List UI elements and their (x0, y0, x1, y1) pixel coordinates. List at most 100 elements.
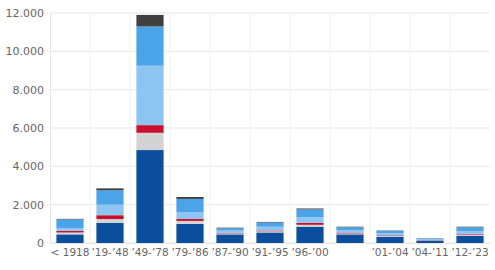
bar-segment (416, 238, 443, 240)
series (56, 26, 483, 239)
bar-segment (256, 227, 283, 231)
tick: 10.000 (6, 45, 51, 58)
tick-label: 0 (37, 237, 44, 250)
bar-segment (256, 221, 283, 223)
bar-segment (56, 234, 83, 243)
grid-line (210, 13, 211, 243)
grid-line (50, 13, 490, 14)
bar-segment (296, 225, 323, 227)
tick: ’87-’90 (211, 243, 248, 258)
tick: 4.000 (13, 160, 51, 173)
tick: < 1918 (51, 243, 90, 258)
bar-segment (216, 231, 243, 233)
tick: ’12-’23 (451, 243, 488, 258)
grid-line (450, 13, 451, 243)
bar-segment (416, 240, 443, 241)
axis-line (50, 14, 51, 244)
bar-segment (96, 205, 123, 216)
grid-line (90, 13, 91, 243)
bar-segment (96, 223, 123, 243)
bar-segment (96, 215, 123, 219)
tick-label: 6.000 (13, 122, 45, 135)
bar-segment (416, 239, 443, 240)
bar-segment (256, 231, 283, 232)
grid (50, 13, 490, 243)
tick: ’91-’95 (251, 243, 288, 258)
tick-label: 2.000 (13, 199, 45, 212)
bar-segment (176, 199, 203, 212)
grid-line (50, 89, 490, 90)
tick-label: 12.000 (6, 7, 45, 20)
grid-line (50, 166, 490, 167)
bar-segment (336, 227, 363, 230)
grid-line (290, 13, 291, 243)
bar-segment (56, 228, 83, 231)
bar-segment (216, 227, 243, 229)
bar-segment (456, 236, 483, 243)
bar-segment (56, 218, 83, 220)
bar-segment (376, 231, 403, 233)
tick: ’19-’48 (91, 243, 128, 258)
bar-segment (136, 133, 163, 150)
tick-label: 8.000 (13, 84, 45, 97)
bar-segment (296, 223, 323, 225)
bar-segment (176, 197, 203, 199)
bar-segment (336, 234, 363, 243)
series (56, 125, 483, 240)
bar-segment (96, 219, 123, 223)
tick: 12.000 (6, 7, 51, 20)
grid-line (410, 13, 411, 243)
bar-segment (256, 232, 283, 243)
tick-label: ’87-’90 (211, 246, 248, 258)
tick-label: ’12-’23 (451, 246, 488, 258)
bar-segment (296, 208, 323, 210)
tick-label: ’04-’11 (411, 246, 448, 258)
grid-line (170, 13, 171, 243)
tick: ’49-’78 (131, 243, 168, 258)
grid-line (50, 128, 490, 129)
tick-label: ’79-’86 (171, 246, 209, 258)
tick: 2.000 (13, 199, 51, 212)
bar-segment (216, 233, 243, 235)
bar-segment (456, 235, 483, 236)
grid-line (330, 13, 331, 243)
tick: ’04-’11 (411, 243, 448, 258)
tick-label: ’96-’00 (291, 246, 328, 258)
bar-segment (136, 26, 163, 65)
bar-segment (456, 226, 483, 228)
bar-segment (56, 219, 83, 228)
bar-segment (256, 222, 283, 226)
bar-segment (56, 232, 83, 234)
grid-line (250, 13, 251, 243)
bar-segment (216, 234, 243, 243)
grid-line (50, 51, 490, 52)
bar-segment (456, 231, 483, 234)
bar-segment (296, 217, 323, 223)
y-axis: 0 2.000 4.000 6.000 8.000 10.000 12.000 (6, 7, 51, 250)
tick: 6.000 (13, 122, 51, 135)
tick-label: ’49-’78 (131, 246, 168, 258)
tick: ’79-’86 (171, 243, 209, 258)
bar-segment (136, 125, 163, 133)
bar-segment (416, 241, 443, 243)
bar-segment (296, 227, 323, 243)
bar-segment (416, 239, 443, 241)
bar-segment (416, 238, 443, 239)
tick: 0 (37, 237, 50, 250)
bar-segment (376, 233, 403, 235)
axis-line (51, 243, 491, 244)
bars (56, 15, 483, 243)
bar-segment (176, 221, 203, 224)
series (56, 66, 483, 240)
bar-segment (456, 227, 483, 231)
bar-segment (336, 230, 363, 232)
x-axis: < 1918’19-’48’49-’78’79-’86’87-’90’91-’9… (51, 243, 491, 258)
tick-label: ’01-’04 (371, 246, 409, 258)
bar-segment (376, 230, 403, 231)
tick-label: 4.000 (13, 160, 45, 173)
bar-segment (176, 224, 203, 243)
tick-label: < 1918 (51, 246, 90, 258)
bar-segment (376, 235, 403, 237)
bar-segment (336, 233, 363, 235)
tick: ’01-’04 (371, 243, 409, 258)
